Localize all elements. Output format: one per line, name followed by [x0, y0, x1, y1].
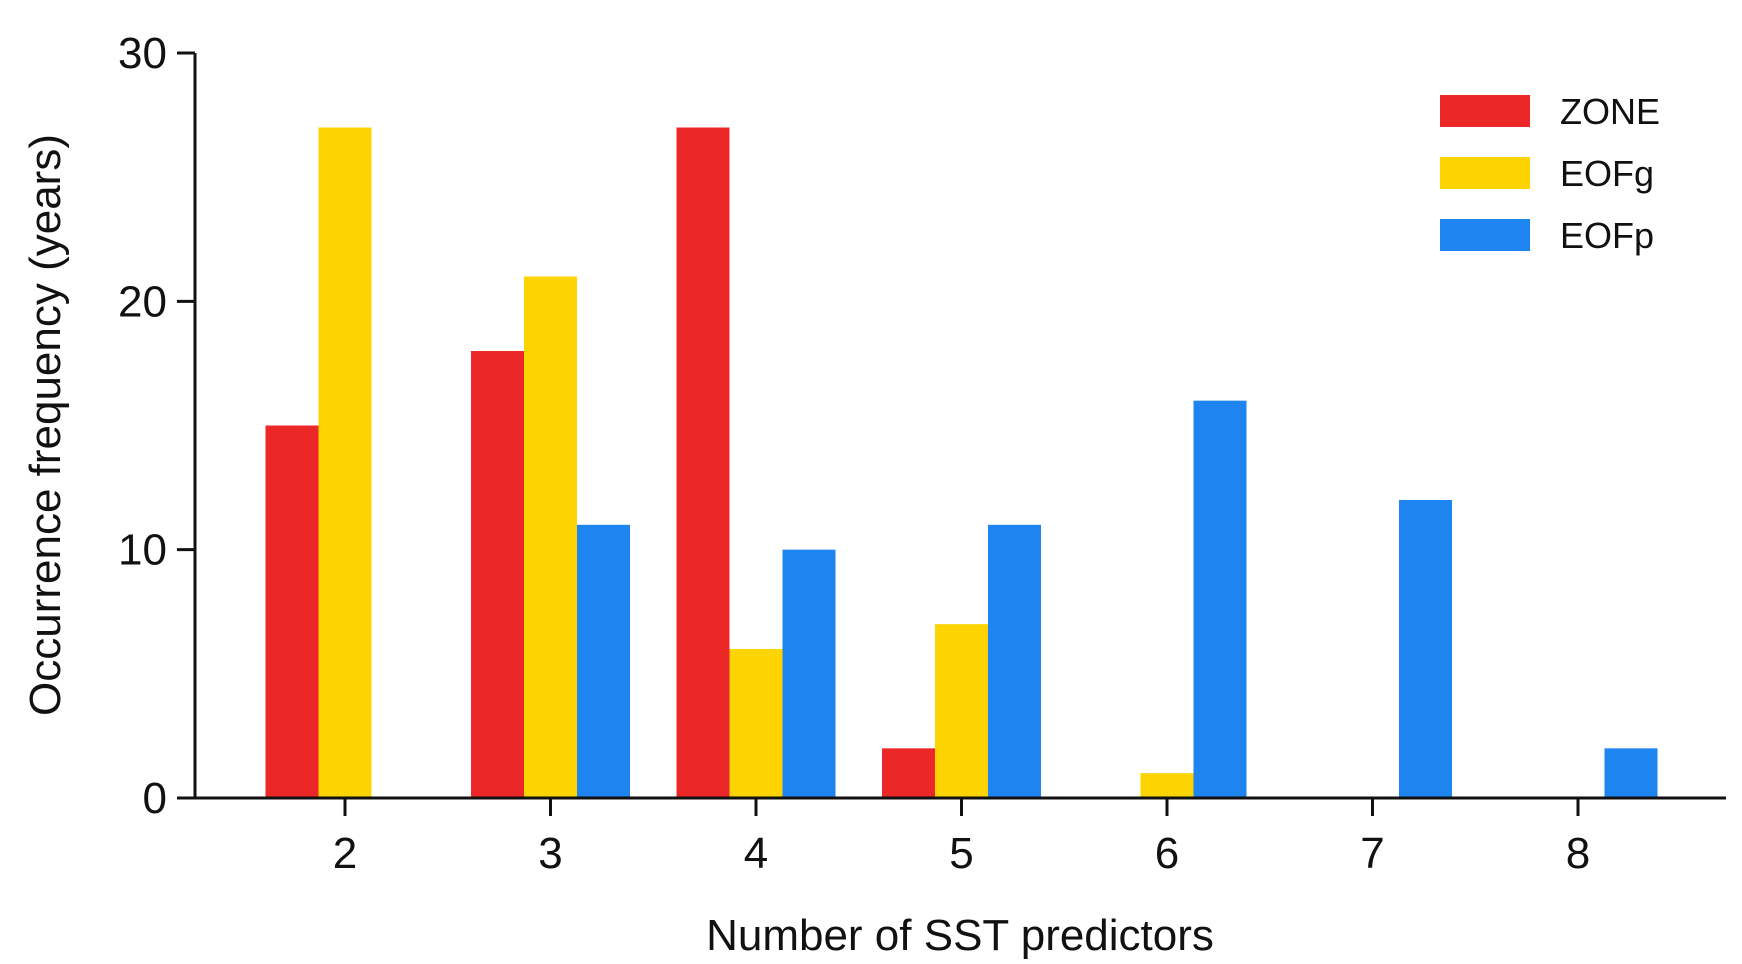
legend-swatch-zone	[1440, 95, 1530, 127]
y-tick-label: 10	[118, 526, 167, 575]
bar-eofp-3	[577, 524, 630, 798]
x-tick-label: 6	[1155, 829, 1179, 878]
legend-label-eofp: EOFp	[1560, 215, 1654, 256]
legend-label-zone: ZONE	[1560, 91, 1660, 132]
bar-eofp-8	[1604, 748, 1658, 798]
y-ticks: 0 10 20 30	[118, 29, 195, 823]
legend-swatch-eofg	[1440, 157, 1530, 189]
bar-zone-3	[471, 351, 524, 798]
bar-zone-2	[265, 425, 319, 798]
legend-swatch-eofp	[1440, 219, 1530, 251]
bar-zone-5	[882, 748, 935, 798]
y-tick-label: 30	[118, 29, 167, 78]
y-axis-title: Occurrence frequency (years)	[21, 134, 70, 716]
bar-eofp-5	[988, 524, 1041, 798]
x-tick-label: 2	[333, 829, 357, 878]
x-axis-title: Number of SST predictors	[706, 911, 1214, 960]
legend-label-eofg: EOFg	[1560, 153, 1654, 194]
x-tick-label: 8	[1566, 829, 1590, 878]
x-ticks: 2 3 4 5 6 7 8	[333, 798, 1590, 878]
bar-zone-4	[676, 127, 730, 798]
x-tick-label: 4	[744, 829, 768, 878]
x-tick-label: 5	[949, 829, 973, 878]
bar-eofp-6	[1193, 400, 1247, 798]
y-tick-label: 0	[143, 774, 167, 823]
bars	[265, 127, 1658, 798]
bar-eofg-2	[318, 127, 372, 798]
bar-eofg-6	[1140, 773, 1194, 798]
bar-eofg-3	[524, 276, 577, 798]
x-tick-label: 7	[1360, 829, 1384, 878]
bar-eofp-4	[782, 549, 836, 798]
y-tick-label: 20	[118, 277, 167, 326]
legend: ZONE EOFg EOFp	[1440, 91, 1660, 256]
bar-eofg-4	[729, 649, 783, 798]
bar-eofp-7	[1399, 500, 1452, 798]
x-tick-label: 3	[538, 829, 562, 878]
bar-eofg-5	[935, 624, 988, 798]
